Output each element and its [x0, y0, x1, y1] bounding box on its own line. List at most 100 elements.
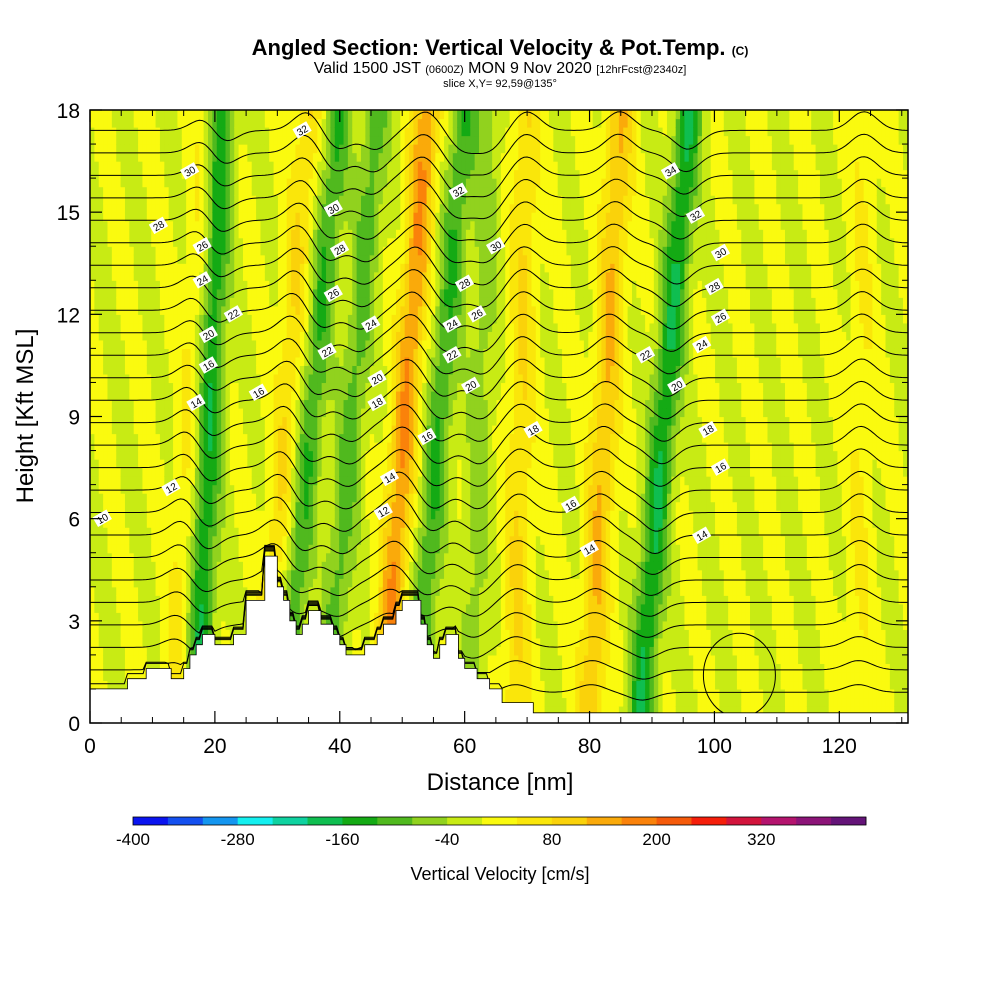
field-cell	[256, 144, 262, 154]
field-cell	[203, 297, 209, 307]
field-cell	[124, 663, 130, 673]
field-cell	[177, 288, 183, 298]
field-cell	[216, 416, 222, 426]
field-cell	[221, 314, 227, 324]
field-cell	[282, 331, 288, 341]
field-cell	[208, 305, 213, 315]
field-cell	[94, 322, 100, 332]
field-cell	[225, 118, 231, 128]
field-cell	[317, 450, 323, 460]
field-cell	[339, 586, 345, 596]
field-cell	[304, 161, 310, 171]
field-cell	[361, 237, 366, 247]
field-cell	[208, 467, 213, 477]
field-cell	[308, 390, 314, 401]
field-cell	[124, 203, 130, 213]
field-cell	[138, 399, 144, 409]
field-cell	[94, 586, 100, 596]
field-cell	[299, 263, 305, 273]
field-cell	[107, 373, 113, 384]
field-cell	[129, 646, 135, 656]
field-cell	[317, 586, 323, 596]
field-cell	[339, 484, 345, 494]
field-cell	[181, 186, 187, 196]
field-cell	[124, 390, 130, 401]
field-cell	[129, 314, 135, 324]
field-cell	[382, 331, 388, 341]
field-cell	[129, 195, 135, 205]
field-cell	[190, 535, 196, 545]
field-cell	[317, 263, 323, 273]
field-cell	[194, 476, 200, 486]
field-cell	[317, 595, 323, 605]
field-cell	[212, 152, 218, 162]
field-cell	[203, 144, 209, 154]
field-cell	[387, 339, 393, 349]
field-cell	[387, 442, 393, 452]
field-cell	[304, 578, 310, 588]
field-cell	[277, 203, 283, 213]
field-cell	[173, 459, 179, 469]
field-cell	[339, 399, 345, 409]
field-cell	[352, 152, 358, 162]
field-cell	[299, 220, 305, 230]
field-cell	[190, 637, 196, 647]
field-cell	[378, 169, 384, 179]
field-cell	[308, 144, 314, 154]
field-cell	[343, 450, 349, 460]
field-cell	[387, 399, 393, 409]
field-cell	[312, 161, 318, 171]
field-cell	[120, 169, 126, 179]
field-cell	[107, 680, 113, 690]
field-cell	[225, 212, 231, 222]
field-cell	[256, 527, 262, 537]
field-cell	[229, 280, 235, 290]
field-cell	[242, 603, 248, 613]
field-cell	[269, 476, 275, 486]
field-cell	[339, 527, 345, 537]
field-cell	[304, 263, 310, 273]
field-cell	[216, 586, 222, 596]
field-cell	[177, 203, 183, 213]
field-cell	[339, 263, 345, 273]
field-cell	[208, 280, 213, 290]
field-cell	[94, 390, 100, 401]
field-cell	[234, 118, 240, 128]
field-cell	[343, 203, 349, 213]
field-cell	[116, 399, 122, 409]
field-cell	[203, 373, 209, 384]
field-cell	[168, 212, 174, 222]
field-cell	[334, 229, 340, 239]
field-cell	[173, 518, 179, 528]
field-cell	[299, 433, 305, 443]
field-cell	[291, 535, 297, 545]
field-cell	[225, 569, 231, 579]
field-cell	[138, 382, 144, 392]
field-cell	[155, 399, 161, 409]
field-cell	[347, 373, 353, 384]
field-cell	[199, 382, 205, 392]
field-cell	[238, 416, 244, 426]
field-cell	[356, 416, 362, 426]
field-cell	[256, 425, 262, 435]
field-cell	[317, 246, 323, 256]
field-cell	[203, 169, 209, 179]
field-cell	[124, 586, 130, 596]
field-cell	[111, 603, 117, 613]
field-cell	[194, 433, 200, 443]
field-cell	[129, 484, 135, 494]
field-cell	[277, 561, 283, 571]
field-cell	[221, 169, 227, 179]
field-cell	[356, 578, 362, 588]
field-cell	[164, 322, 170, 332]
field-cell	[343, 263, 349, 273]
field-cell	[356, 288, 362, 298]
field-cell	[286, 314, 292, 324]
field-cell	[382, 603, 388, 613]
field-cell	[186, 518, 192, 528]
field-cell	[312, 527, 318, 537]
field-cell	[387, 552, 393, 562]
field-cell	[94, 629, 100, 639]
field-cell	[168, 561, 174, 571]
field-cell	[273, 425, 279, 435]
